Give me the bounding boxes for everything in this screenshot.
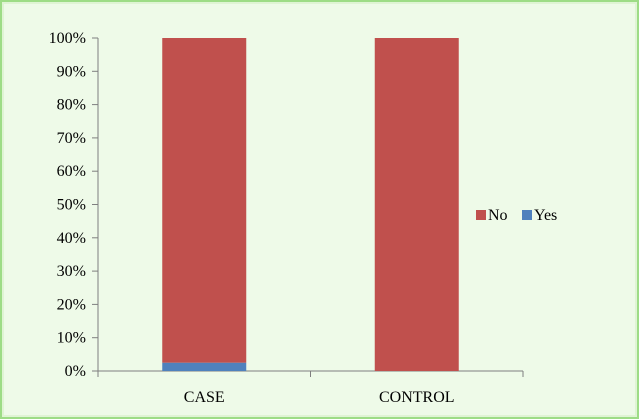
y-tick-label: 0%	[65, 363, 86, 380]
x-axis-labels: CASE CONTROL	[184, 389, 455, 406]
y-tick-label: 50%	[57, 197, 86, 214]
legend-swatch-yes	[522, 210, 532, 220]
legend-label-no: No	[488, 207, 508, 224]
bar-case-no	[162, 38, 247, 363]
x-category-label: CASE	[184, 389, 225, 406]
legend-label-yes: Yes	[534, 207, 557, 224]
bar-case-yes	[162, 362, 247, 371]
legend-swatch-no	[476, 210, 486, 220]
y-tick-label: 40%	[57, 230, 86, 247]
bar-control-no	[374, 38, 459, 371]
y-tick-label: 30%	[57, 263, 86, 280]
bars	[162, 38, 459, 371]
y-tick-label: 90%	[57, 63, 86, 80]
y-tick-label: 70%	[57, 130, 86, 147]
y-axis-labels: 0% 10% 20% 30% 40% 50% 60% 70% 80% 90% 100%	[49, 30, 86, 380]
y-tick-label: 80%	[57, 97, 86, 114]
y-tick-label: 20%	[57, 296, 86, 313]
legend: No Yes	[476, 207, 557, 224]
y-tick-label: 60%	[57, 163, 86, 180]
y-tick-label: 10%	[57, 330, 86, 347]
x-category-label: CONTROL	[379, 389, 455, 406]
y-tick-label: 100%	[49, 30, 86, 47]
